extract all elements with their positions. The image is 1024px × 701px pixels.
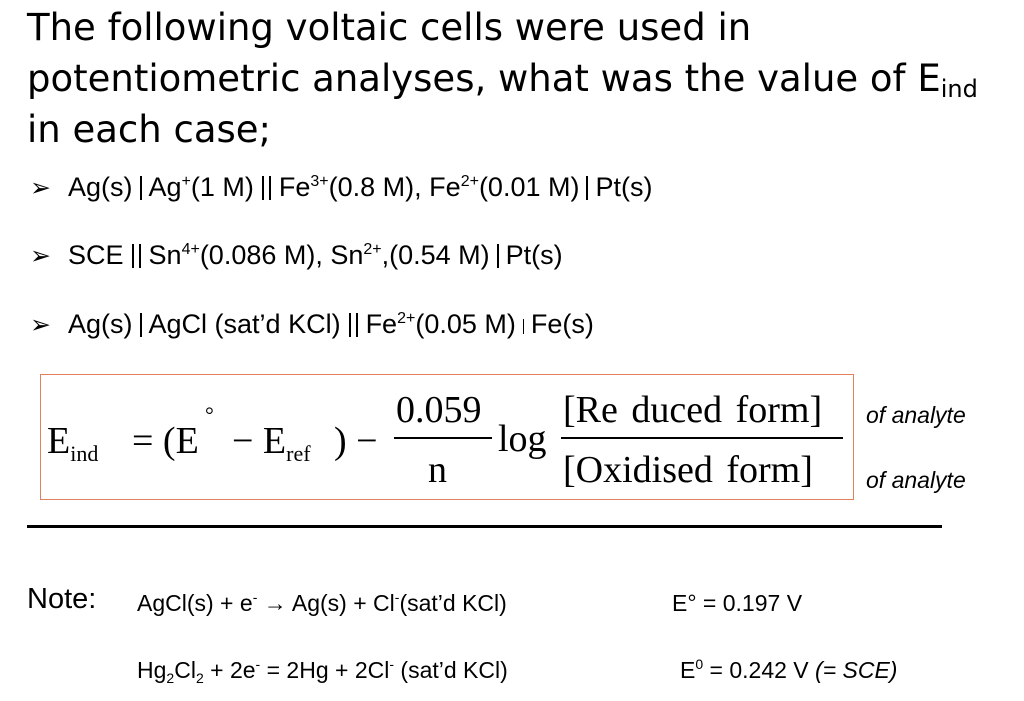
arrow-bullet-icon: ➢	[30, 174, 51, 202]
equation-open: = (E	[132, 420, 199, 462]
reduced-form: [Re duced form]	[563, 389, 823, 431]
note-label: Note:	[27, 583, 97, 615]
fraction-bar	[394, 437, 492, 439]
question-title: The following voltaic cells were used in…	[27, 2, 1017, 155]
ratio-bar	[561, 437, 843, 439]
phase-boundary	[586, 176, 589, 200]
cell-item-3: ➢ Ag(s) AgCl (sat’d KCl) Fe2+(0.05 M) Fe(s)	[30, 309, 594, 344]
note-potential-1: E° = 0.197 V	[672, 590, 803, 616]
nernst-equation-box	[40, 374, 854, 500]
oxidised-form: [Oxidised form]	[563, 449, 813, 491]
equation-eref: − Eref	[232, 420, 311, 466]
cell-item-1: ➢ Ag(s) Ag+(1 M) Fe3+(0.8 M), Fe2+(0.01 M) P…	[30, 172, 652, 207]
arrow-bullet-icon: ➢	[30, 311, 51, 339]
title-line-3: in each case;	[27, 108, 272, 151]
analyte-note-bottom: of analyte	[866, 467, 966, 493]
salt-bridge	[261, 176, 271, 207]
title-line-2: potentiometric analyses, what was the va…	[27, 57, 978, 103]
eind-subscript: ind	[940, 75, 978, 103]
cell-item-2: ➢ SCE Sn4+(0.086 M), Sn2+,(0.54 M) Pt(s)	[30, 240, 563, 275]
phase-boundary	[522, 319, 524, 334]
note-reaction-1: AgCl(s) + e- → Ag(s) + Cl-(sat’d KCl)	[137, 589, 507, 616]
equation-close: ) −	[334, 420, 378, 462]
equation-lhs: Eind	[47, 420, 99, 466]
note-reaction-2: Hg2Cl2 + 2e- = 2Hg + 2Cl- (sat’d KCl)	[137, 656, 508, 686]
divider-line	[27, 525, 942, 528]
fraction-denominator: n	[428, 449, 447, 491]
salt-bridge	[348, 313, 358, 344]
analyte-note-top: of analyte	[866, 402, 966, 428]
fraction-numerator: 0.059	[396, 389, 482, 431]
phase-boundary	[496, 244, 499, 268]
title-line-1: The following voltaic cells were used in	[27, 6, 752, 49]
log-operator: log	[498, 418, 547, 460]
note-potential-2: E0 = 0.242 V (= SCE)	[680, 656, 898, 683]
arrow-bullet-icon: ➢	[30, 242, 51, 270]
degree-symbol: °	[205, 402, 214, 427]
phase-boundary	[139, 313, 142, 337]
salt-bridge	[131, 244, 141, 275]
phase-boundary	[139, 176, 142, 200]
